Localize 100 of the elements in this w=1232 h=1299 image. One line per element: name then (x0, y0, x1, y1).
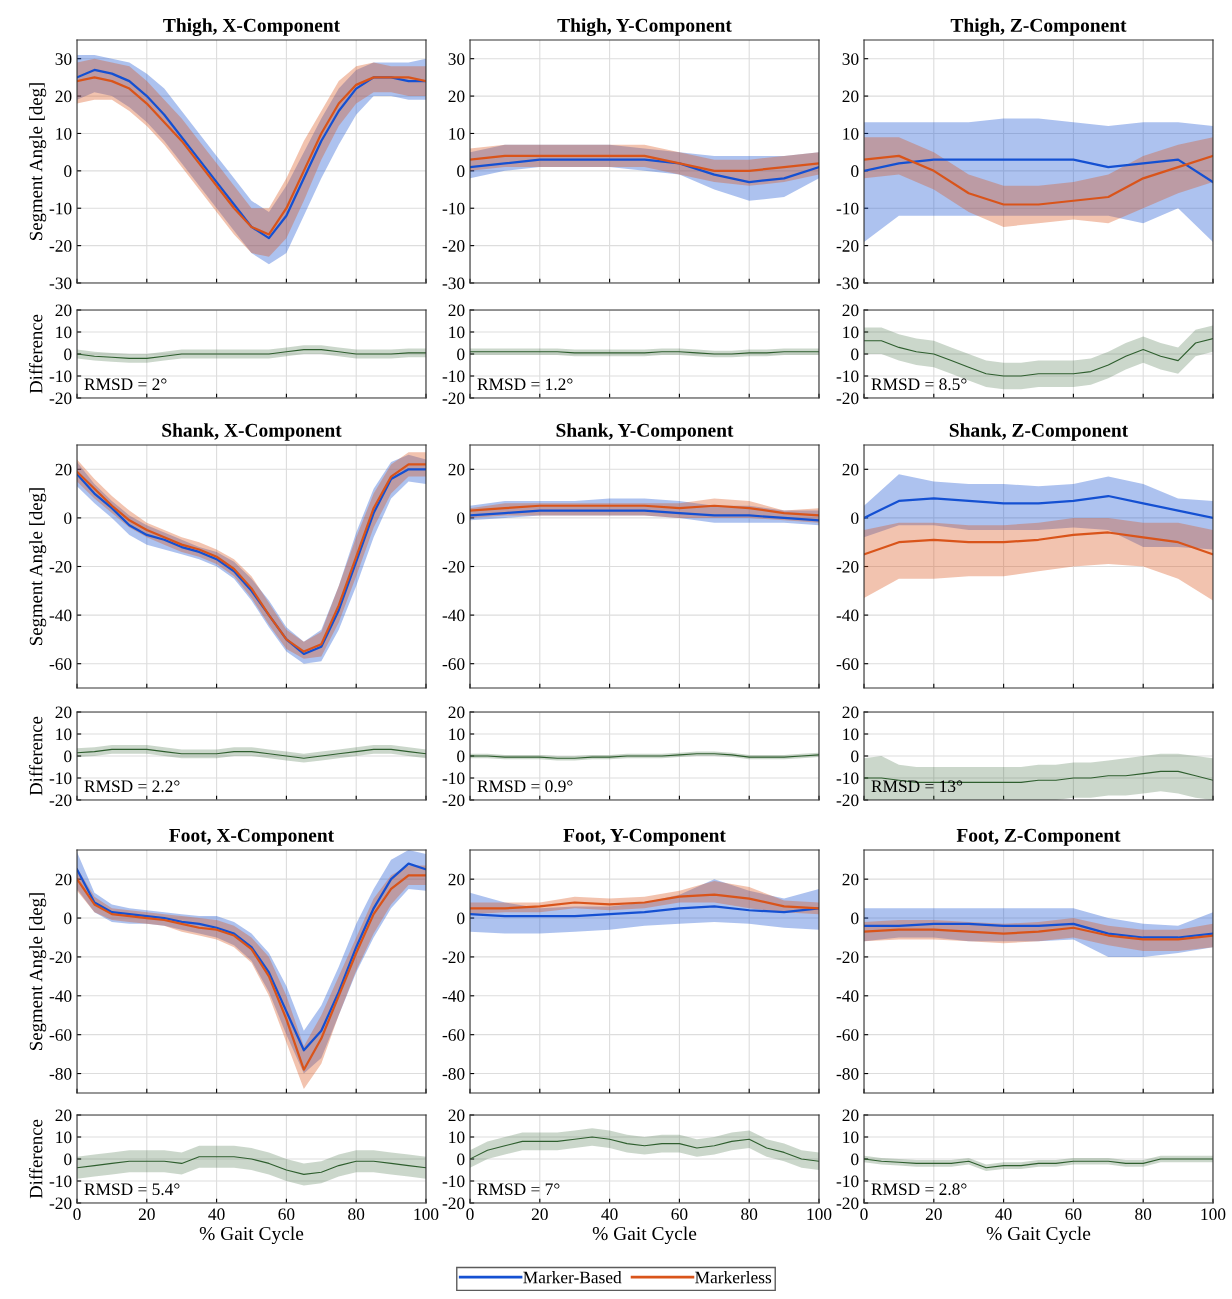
y-tick-label: -30 (836, 277, 859, 290)
line-series (864, 531, 1213, 556)
y-tick-label: 0 (64, 348, 72, 361)
y-tick-label: 20 (842, 463, 859, 476)
y-tick-label: 20 (55, 90, 72, 103)
x-tick-label: 0 (860, 1208, 868, 1221)
y-tick-label: -40 (836, 609, 859, 622)
y-tick-label: -10 (49, 202, 72, 215)
annotation: RMSD = 7° (477, 1183, 560, 1196)
chart-title: Shank, X-Component (162, 423, 342, 441)
x-tick-label: 60 (278, 1208, 295, 1221)
y-tick-label: -40 (836, 990, 859, 1002)
y-tick-label: -20 (442, 560, 465, 573)
chart-title: Foot, X-Component (169, 828, 335, 846)
y-tick-label: 10 (449, 326, 465, 339)
x-tick-label: 80 (348, 1208, 365, 1221)
chart-title: Shank, Y-Component (556, 423, 734, 441)
y-tick-label: -60 (836, 658, 859, 670)
chart-title: Thigh, Y-Component (557, 18, 732, 36)
y-tick-label: 0 (457, 165, 465, 178)
y-tick-label: 0 (64, 912, 72, 925)
y-tick-label: 0 (851, 165, 859, 178)
x-tick-label: 100 (1201, 1208, 1226, 1221)
y-tick-label: 20 (55, 304, 72, 317)
legend-label: Marker-Based (523, 1271, 622, 1284)
y-tick-label: -10 (49, 1175, 72, 1188)
y-tick-label: 0 (64, 1153, 72, 1166)
chart-title: Foot, Z-Component (956, 828, 1121, 846)
line-series (864, 154, 1213, 206)
y-tick-label: 10 (843, 728, 859, 741)
x-tick-label: 60 (1065, 1208, 1082, 1221)
line-series (77, 748, 426, 759)
x-tick-label: 20 (925, 1208, 942, 1221)
y-tick-label: 20 (842, 304, 859, 317)
chart-title: Thigh, Z-Component (950, 18, 1127, 36)
y-tick-label: 20 (55, 706, 72, 719)
line-series (864, 922, 1213, 939)
y-tick-label: -10 (442, 772, 465, 785)
y-tick-label: 0 (851, 912, 859, 925)
y-tick-label: -10 (49, 772, 72, 785)
y-tick-label: -20 (442, 392, 465, 405)
line-series (470, 509, 819, 522)
y-tick-label: -10 (836, 1175, 859, 1188)
annotation: RMSD = 2° (84, 378, 167, 391)
chart-title: Foot, Y-Component (563, 828, 726, 846)
y-axis-title: Segment Angle [deg] (29, 488, 47, 645)
y-tick-label: -20 (836, 951, 859, 964)
line-series (470, 158, 819, 184)
x-tick-label: 20 (531, 1208, 548, 1221)
annotation: RMSD = 8.5° (871, 378, 967, 391)
y-tick-label: 10 (449, 728, 465, 741)
x-tick-label: 60 (671, 1208, 688, 1221)
line-series (864, 926, 1213, 941)
line-series (77, 1156, 426, 1175)
y-tick-label: -10 (442, 370, 465, 383)
y-tick-label: 0 (851, 750, 859, 763)
y-tick-label: 10 (449, 127, 465, 140)
y-tick-label: 10 (56, 728, 72, 741)
y-tick-label: -20 (49, 1197, 72, 1210)
y-tick-label: -10 (836, 772, 859, 785)
x-tick-label: 0 (466, 1208, 474, 1221)
y-tick-label: -10 (836, 202, 859, 215)
y-tick-label: -80 (49, 1068, 72, 1080)
x-axis-title: % Gait Cycle (592, 1226, 697, 1245)
y-tick-label: -40 (49, 609, 72, 622)
y-tick-label: -40 (442, 990, 465, 1002)
y-axis-title: Segment Angle [deg] (29, 83, 47, 240)
line-series (77, 349, 426, 359)
y-tick-label: -20 (442, 1197, 465, 1210)
x-tick-label: 40 (995, 1208, 1012, 1221)
y-tick-label: 20 (448, 463, 465, 476)
x-tick-label: 100 (807, 1208, 832, 1221)
y-tick-label: -20 (442, 240, 465, 252)
line-series (864, 158, 1213, 184)
y-axis-title: Difference (29, 716, 43, 796)
y-tick-label: -80 (442, 1068, 465, 1080)
y-tick-label: 0 (457, 348, 465, 361)
y-tick-label: 10 (56, 1131, 72, 1144)
y-tick-label: -10 (49, 370, 72, 383)
y-tick-label: 20 (448, 304, 465, 317)
y-tick-label: 0 (64, 750, 72, 763)
y-tick-label: -20 (836, 794, 859, 807)
y-tick-label: -60 (49, 1029, 72, 1041)
y-tick-label: 20 (55, 463, 72, 476)
y-tick-label: 0 (851, 1153, 859, 1166)
y-tick-label: 20 (55, 873, 72, 886)
x-tick-label: 100 (414, 1208, 439, 1221)
chart-title: Thigh, X-Component (163, 18, 341, 36)
y-tick-label: 10 (449, 1131, 465, 1144)
y-tick-label: -20 (442, 794, 465, 807)
y-tick-label: -60 (442, 658, 465, 670)
y-tick-label: 0 (457, 1153, 465, 1166)
y-tick-label: 0 (457, 750, 465, 763)
annotation: RMSD = 2.2° (84, 780, 180, 793)
line-series (470, 154, 819, 172)
y-tick-label: 10 (56, 326, 72, 339)
legend-label: Markerless (695, 1271, 772, 1284)
y-tick-label: -30 (442, 277, 465, 290)
y-tick-label: -20 (49, 560, 72, 573)
y-tick-label: 20 (448, 90, 465, 103)
